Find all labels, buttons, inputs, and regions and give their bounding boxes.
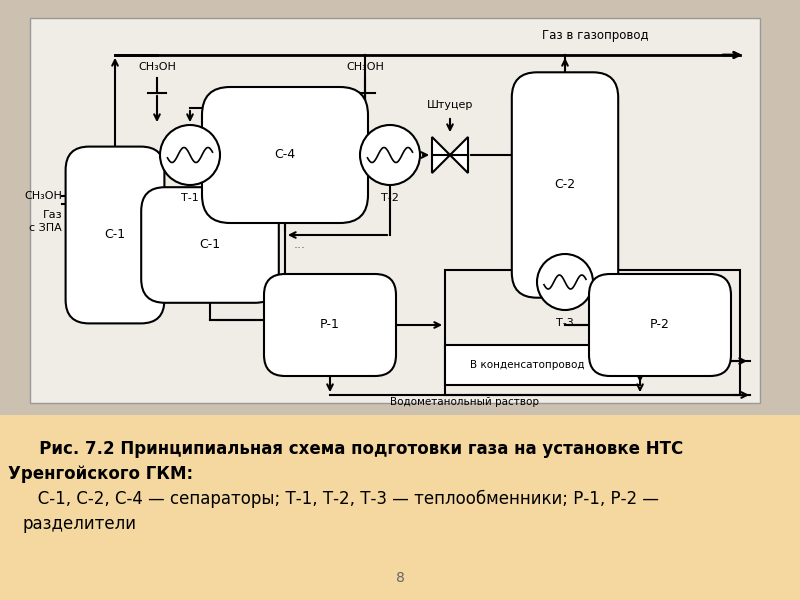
Text: CH₃OH: CH₃OH bbox=[346, 62, 384, 72]
Bar bbox=[0, 415, 800, 600]
Text: Т-1: Т-1 bbox=[181, 193, 199, 203]
Circle shape bbox=[537, 254, 593, 310]
FancyBboxPatch shape bbox=[512, 72, 618, 298]
Text: Рис. 7.2 Принципиальная схема подготовки газа на установке НТС: Рис. 7.2 Принципиальная схема подготовки… bbox=[22, 440, 683, 458]
Text: С-1, С-2, С-4 — сепараторы; Т-1, Т-2, Т-3 — теплообменники; Р-1, Р-2 —
разделите: С-1, С-2, С-4 — сепараторы; Т-1, Т-2, Т-… bbox=[22, 490, 659, 533]
Text: С-1: С-1 bbox=[105, 229, 126, 241]
Text: Штуцер: Штуцер bbox=[427, 100, 473, 110]
Text: С-4: С-4 bbox=[274, 148, 295, 161]
Text: Уренгойского ГКМ:: Уренгойского ГКМ: bbox=[8, 465, 193, 483]
Text: Р-1: Р-1 bbox=[320, 319, 340, 331]
Text: Водометанольный раствор: Водометанольный раствор bbox=[390, 397, 539, 407]
Circle shape bbox=[360, 125, 420, 185]
FancyBboxPatch shape bbox=[589, 274, 731, 376]
FancyBboxPatch shape bbox=[202, 87, 368, 223]
Polygon shape bbox=[450, 137, 468, 173]
Circle shape bbox=[160, 125, 220, 185]
Text: Р-2: Р-2 bbox=[650, 319, 670, 331]
Text: ...: ... bbox=[294, 238, 306, 251]
Text: В конденсатопровод: В конденсатопровод bbox=[470, 360, 585, 370]
FancyBboxPatch shape bbox=[141, 187, 278, 303]
Text: Газ в газопровод: Газ в газопровод bbox=[542, 29, 648, 42]
Text: CH₃OH: CH₃OH bbox=[24, 191, 62, 201]
FancyBboxPatch shape bbox=[264, 274, 396, 376]
Text: Т-2: Т-2 bbox=[381, 193, 399, 203]
Bar bbox=[445, 270, 740, 395]
Text: CH₃OH: CH₃OH bbox=[138, 62, 176, 72]
Text: С-2: С-2 bbox=[554, 179, 575, 191]
Text: Т-3: Т-3 bbox=[556, 318, 574, 328]
FancyBboxPatch shape bbox=[66, 146, 165, 323]
Text: с ЗПА: с ЗПА bbox=[30, 223, 62, 233]
Polygon shape bbox=[432, 137, 450, 173]
Bar bbox=[30, 18, 760, 403]
Text: Газ: Газ bbox=[42, 210, 62, 220]
Text: 8: 8 bbox=[395, 571, 405, 585]
Text: С-1: С-1 bbox=[199, 238, 221, 251]
Bar bbox=[445, 345, 640, 385]
